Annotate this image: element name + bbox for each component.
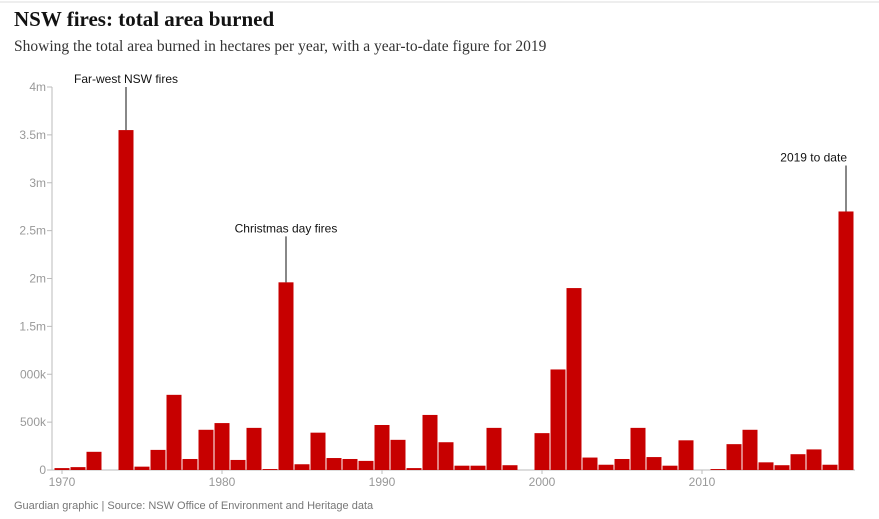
bar <box>790 454 806 470</box>
annotation: 2019 to date <box>780 150 847 164</box>
chart-subtitle: Showing the total area burned in hectare… <box>14 38 547 55</box>
bar <box>630 427 646 470</box>
bar <box>86 451 102 470</box>
bar <box>390 439 406 470</box>
bar <box>198 429 214 470</box>
bar <box>534 433 550 470</box>
y-tick-label: 4m <box>29 80 46 94</box>
bar <box>358 460 374 470</box>
bar <box>246 427 262 470</box>
bar <box>278 282 294 470</box>
bar <box>550 369 566 470</box>
bar <box>470 465 486 470</box>
chart-title: NSW fires: total area burned <box>14 7 274 31</box>
annotation: Far-west NSW fires <box>74 72 178 86</box>
bar <box>774 465 790 470</box>
bar <box>806 449 822 470</box>
y-tick-label: 2m <box>29 272 46 286</box>
bar <box>54 468 70 470</box>
bar <box>454 465 470 470</box>
bar <box>614 458 630 470</box>
bar <box>422 414 438 470</box>
bar <box>166 394 182 470</box>
bar <box>262 469 278 470</box>
x-tick-label: 2000 <box>529 475 556 489</box>
bar <box>758 462 774 470</box>
x-tick-label: 1970 <box>49 475 76 489</box>
bar <box>582 457 598 470</box>
bar <box>182 458 198 470</box>
y-tick-label: 0 <box>39 463 46 477</box>
bar <box>326 458 342 470</box>
y-tick-label: 500k <box>20 415 47 429</box>
bar <box>230 459 246 470</box>
bar <box>310 432 326 470</box>
bar <box>838 211 854 470</box>
y-tick-label: 000k <box>20 367 47 381</box>
bar <box>598 464 614 470</box>
bar <box>214 423 230 470</box>
bar <box>742 429 758 470</box>
y-tick-label: 2.5m <box>19 224 46 238</box>
bar <box>710 469 726 470</box>
bar <box>566 288 582 470</box>
bar <box>150 449 166 470</box>
annotation: Christmas day fires <box>235 221 338 235</box>
bar <box>70 467 86 470</box>
source: Guardian graphic | Source: NSW Office of… <box>14 500 374 512</box>
bar <box>726 444 742 470</box>
bar <box>118 130 134 470</box>
bar <box>486 427 502 470</box>
bar <box>294 464 310 470</box>
bar <box>342 458 358 470</box>
bar <box>134 466 150 470</box>
bar <box>374 424 390 470</box>
y-tick-label: 1.5m <box>19 319 46 333</box>
bar <box>662 465 678 470</box>
bar <box>502 465 518 470</box>
bar <box>646 457 662 470</box>
y-tick-label: 3m <box>29 176 46 190</box>
x-tick-label: 1980 <box>209 475 236 489</box>
y-tick-label: 3.5m <box>19 128 46 142</box>
bar <box>678 440 694 470</box>
x-tick-label: 2010 <box>689 475 716 489</box>
x-tick-label: 1990 <box>369 475 396 489</box>
bar <box>822 464 838 470</box>
bar <box>406 468 422 470</box>
bar <box>438 442 454 470</box>
